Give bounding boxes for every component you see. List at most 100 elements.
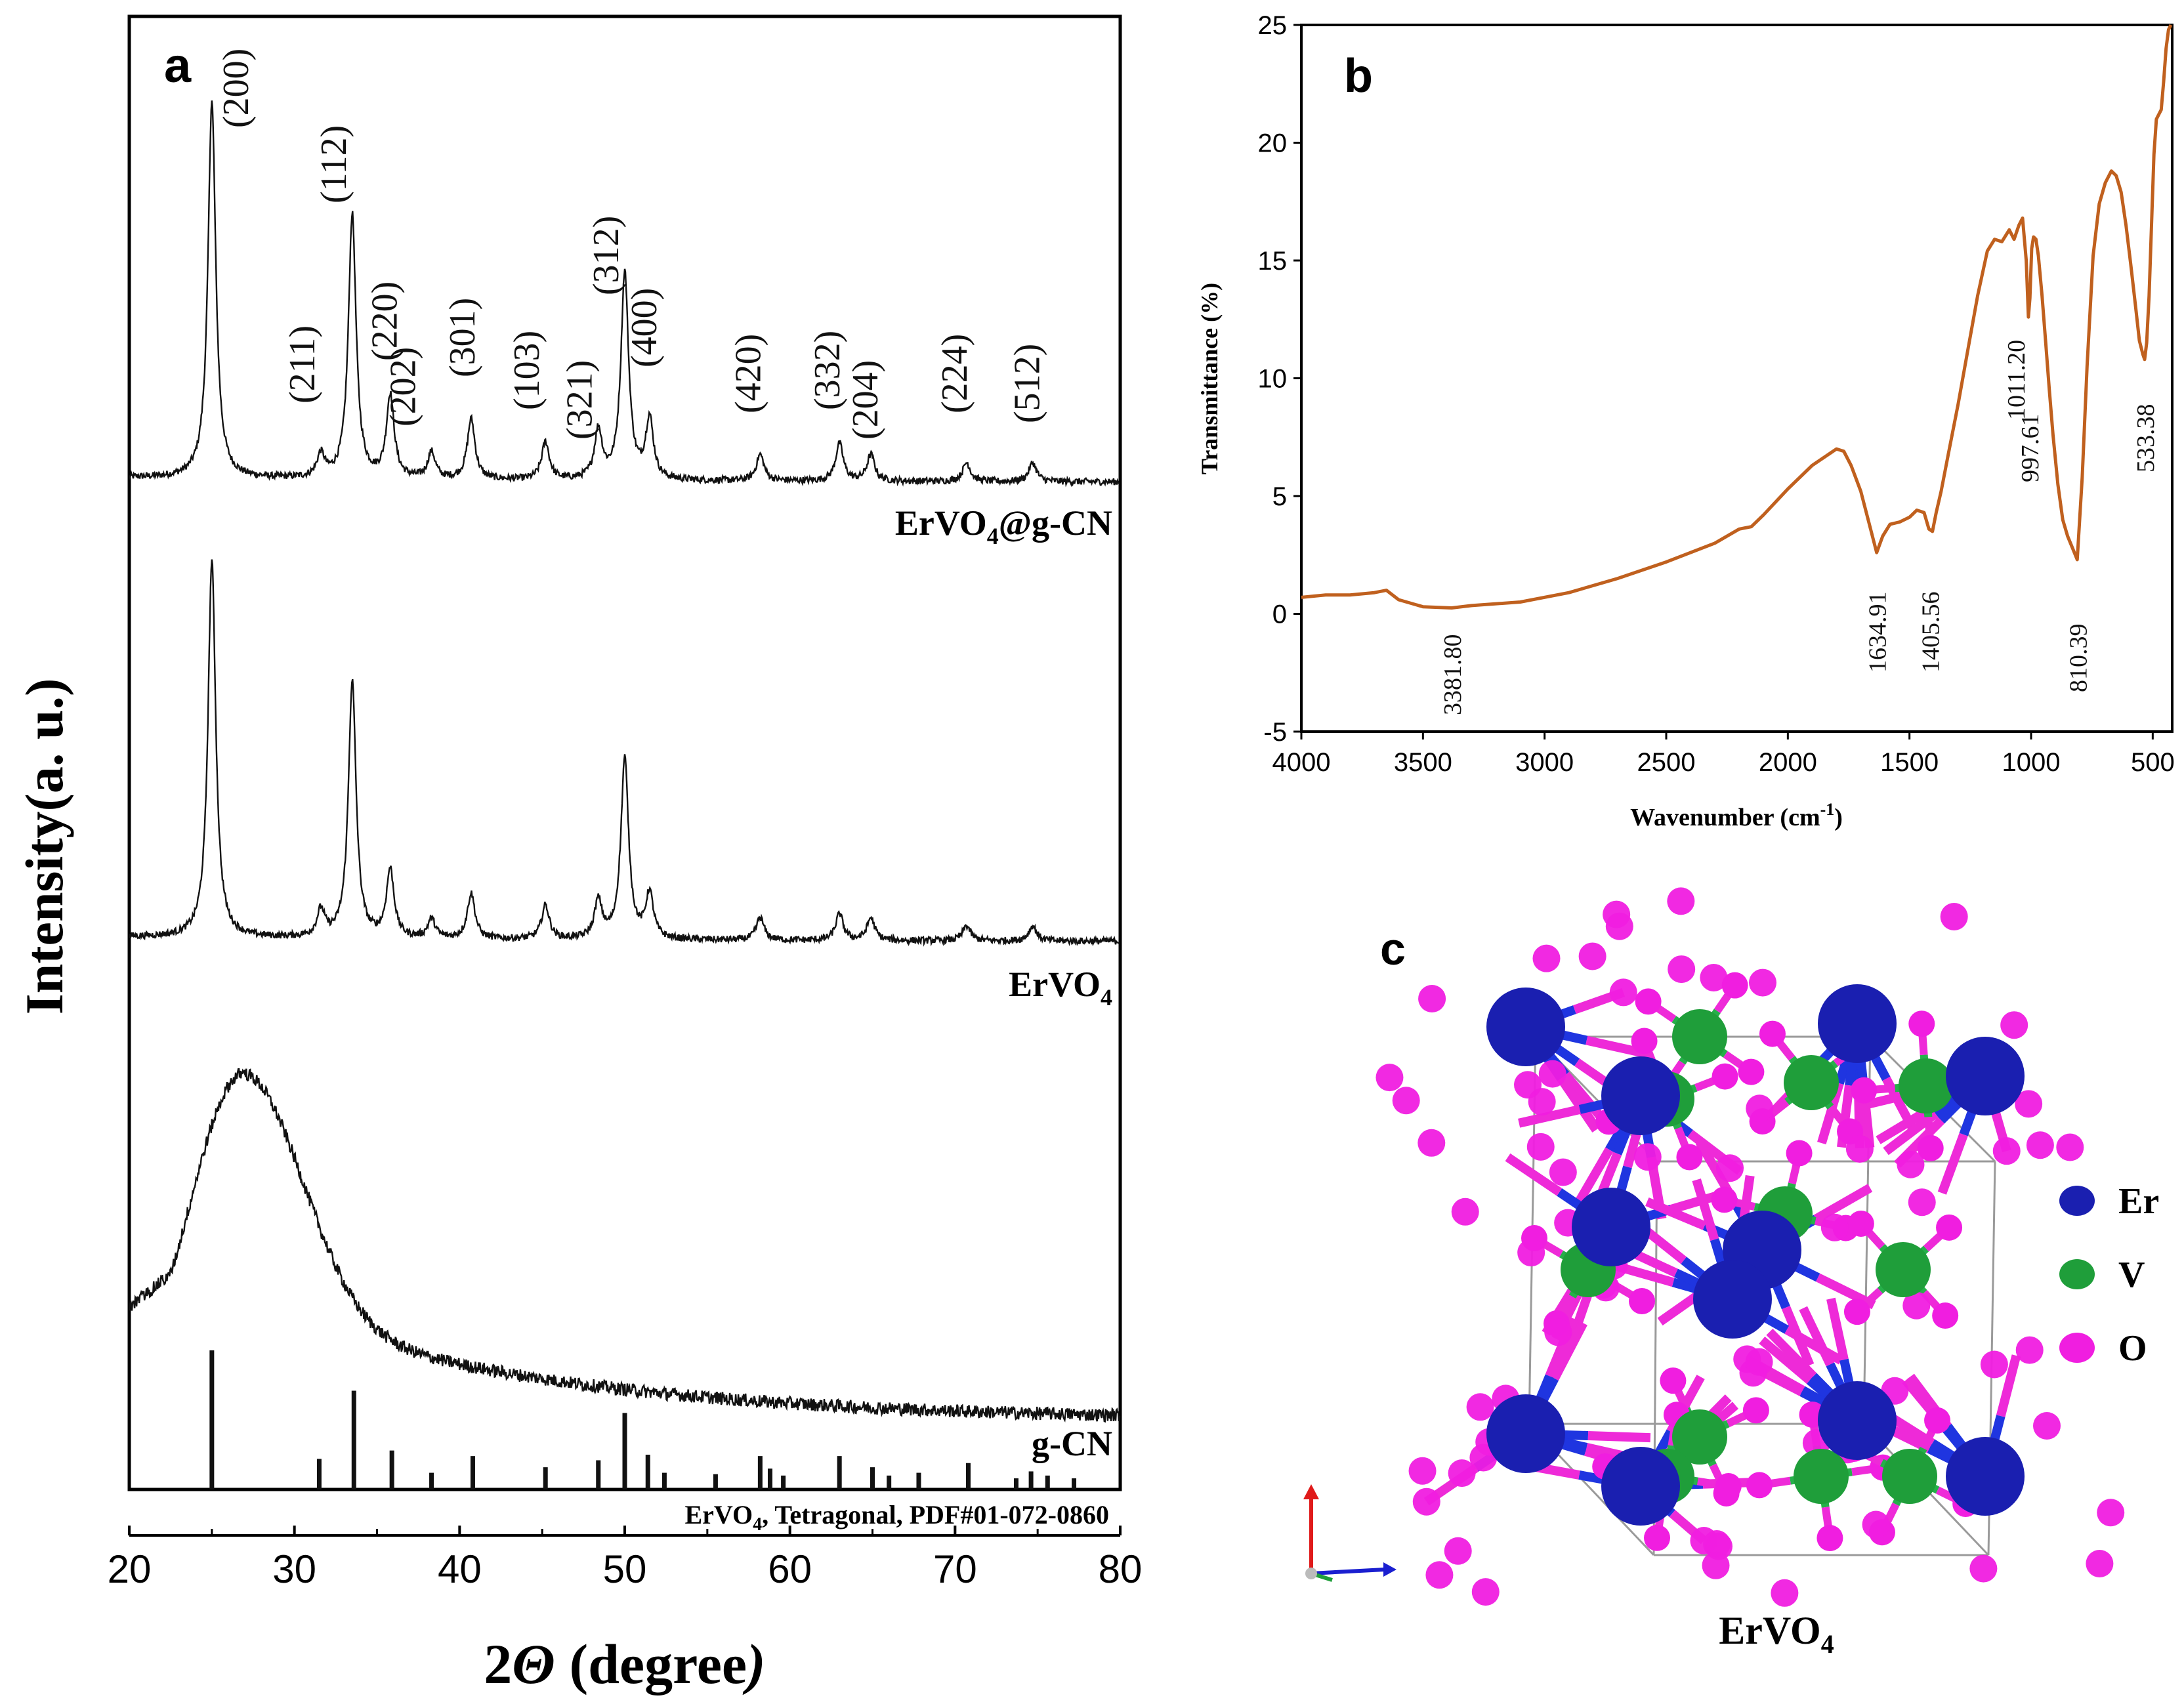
oxygen-atom bbox=[1408, 1457, 1437, 1485]
xrd-reference-pattern: ErVO4, Tetragonal, PDF#01-072-0860 bbox=[129, 1350, 1120, 1537]
oxygen-atom bbox=[1633, 1143, 1662, 1171]
panel-a-xrd: a (200) (211) (112) (220)(202) (301) (103) (32… bbox=[14, 14, 1142, 1696]
xrd-trace-2 bbox=[128, 559, 1120, 947]
oxygen-atom bbox=[1605, 912, 1633, 940]
xrd-reflection-301: (301) bbox=[442, 298, 483, 377]
ftir-xtick-label-2500: 2500 bbox=[1637, 748, 1696, 777]
er-o-bond-o-half bbox=[1574, 1147, 1614, 1206]
triad-origin bbox=[1305, 1568, 1317, 1579]
oxygen-atom bbox=[1514, 1071, 1542, 1099]
oxygen-atom bbox=[1969, 1554, 1998, 1583]
erbium-atom bbox=[1946, 1037, 2025, 1115]
erbium-atom bbox=[1572, 1188, 1650, 1266]
oxygen-atom bbox=[2015, 1090, 2043, 1118]
oxygen-atom bbox=[2015, 1336, 2044, 1364]
xrd-series-label-1: ErVO4@g-CN bbox=[895, 503, 1112, 549]
panel-a-label: a bbox=[164, 38, 192, 93]
crystal-caption-sub: 4 bbox=[1821, 1629, 1834, 1659]
oxygen-atom bbox=[1748, 968, 1776, 997]
ftir-transmittance-line bbox=[1301, 24, 2173, 610]
vanadium-atom bbox=[1899, 1058, 1954, 1113]
oxygen-atom bbox=[1526, 1133, 1555, 1161]
ftir-ytick-label-5: 5 bbox=[1272, 482, 1287, 511]
oxygen-atom bbox=[1851, 1077, 1878, 1104]
ftir-band-label-810.39: 810.39 bbox=[2065, 624, 2092, 693]
triad-z-arrowhead bbox=[1303, 1484, 1319, 1499]
er-o-bond-o-half bbox=[1645, 1197, 1707, 1230]
ftir-band-label-533.38: 533.38 bbox=[2132, 404, 2160, 473]
ftir-band-label-1634.91: 1634.91 bbox=[1864, 592, 1892, 673]
oxygen-atom bbox=[1932, 1302, 1959, 1329]
xrd-reflection-321: (321) bbox=[560, 360, 600, 440]
oxygen-atom bbox=[1992, 1137, 2021, 1165]
ftir-xtick-label-1500: 1500 bbox=[1880, 748, 1939, 777]
oxygen-atom bbox=[2000, 1011, 2028, 1039]
er-o-bond-o-half bbox=[1557, 1075, 1600, 1133]
oxygen-atom bbox=[1742, 1397, 1769, 1424]
legend-label-er: Er bbox=[2118, 1181, 2159, 1222]
vanadium-atom bbox=[1882, 1449, 1937, 1504]
oxygen-atom bbox=[1738, 1058, 1765, 1085]
oxygen-atom bbox=[1392, 1087, 1420, 1115]
vanadium-atom bbox=[1876, 1242, 1931, 1297]
oxygen-atom bbox=[1609, 978, 1637, 1007]
erbium-atom bbox=[1818, 1381, 1897, 1460]
reference-label: ErVO4, Tetragonal, PDF#01-072-0860 bbox=[684, 1500, 1109, 1535]
xrd-reflection-420: (420) bbox=[728, 334, 768, 413]
oxygen-atom bbox=[1466, 1393, 1494, 1421]
er-o-bond-o-half bbox=[1996, 1354, 2021, 1417]
oxygen-atom bbox=[1631, 1028, 1658, 1054]
ftir-xtick-label-1000: 1000 bbox=[2002, 748, 2061, 777]
legend-swatch-er bbox=[2059, 1186, 2095, 1216]
panel-b-ftir: b -5 0 5 10 15 20 25 4000 3500 3000 2500 2000 1500 10… bbox=[1196, 11, 2175, 831]
oxygen-atom bbox=[1771, 1579, 1799, 1607]
oxygen-atom bbox=[1715, 1472, 1742, 1499]
oxygen-atom bbox=[1418, 984, 1446, 1012]
ftir-trace bbox=[1301, 24, 2173, 610]
ftir-ytick-label--5: -5 bbox=[1263, 718, 1287, 747]
oxygen-atom bbox=[1746, 1472, 1773, 1499]
xrd-xlabel-theta: Θ bbox=[512, 1633, 555, 1696]
ftir-xlabel-sup: -1 bbox=[1820, 800, 1835, 819]
reference-label-rest: , Tetragonal, PDF#01-072-0860 bbox=[762, 1500, 1109, 1529]
vanadium-atom bbox=[1784, 1055, 1839, 1110]
ftir-band-label-1011.20: 1011.20 bbox=[2003, 340, 2030, 420]
er-o-bond-o-half bbox=[1876, 1104, 1935, 1144]
oxygen-atom bbox=[1644, 1524, 1671, 1551]
series-label-sub: 4 bbox=[987, 523, 999, 549]
oxygen-atom bbox=[1816, 1525, 1843, 1552]
oxygen-atom bbox=[1700, 963, 1728, 991]
xrd-x-axis-label: 2Θ (degree) bbox=[484, 1633, 765, 1696]
oxygen-atom bbox=[1924, 1407, 1951, 1434]
legend-label-v: V bbox=[2118, 1255, 2145, 1295]
xrd-series-label-2: ErVO4 bbox=[1009, 965, 1112, 1010]
oxygen-atom bbox=[1745, 1348, 1773, 1376]
oxygen-atom bbox=[1376, 1064, 1404, 1092]
erbium-atom bbox=[1601, 1447, 1680, 1526]
oxygen-atom bbox=[1721, 972, 1748, 999]
oxygen-atom bbox=[1629, 1287, 1656, 1314]
ftir-xtick-label-500: 500 bbox=[2131, 748, 2175, 777]
xrd-xtick-label-20: 20 bbox=[108, 1547, 152, 1591]
xrd-traces bbox=[128, 100, 1121, 1423]
ftir-xtick-label-3000: 3000 bbox=[1515, 748, 1574, 777]
er-o-bond-o-half bbox=[1784, 1325, 1843, 1365]
xrd-reflection-112: (112) bbox=[314, 125, 354, 203]
xrd-series-label-3: g-CN bbox=[1032, 1424, 1112, 1463]
er-o-bond-o-half bbox=[1766, 1328, 1817, 1380]
er-o-bond-o-half bbox=[1826, 1297, 1849, 1361]
oxygen-atom bbox=[1448, 1459, 1476, 1488]
panel-c-crystal-structure: c Er VO ErVO4 bbox=[1303, 887, 2159, 1659]
xrd-reflection-312: (312) bbox=[586, 216, 627, 295]
series-label-rest: @g-CN bbox=[999, 503, 1112, 543]
crystal-caption-main: ErVO bbox=[1719, 1609, 1820, 1652]
oxygen-atom bbox=[1936, 1214, 1963, 1241]
panel-b-label: b bbox=[1344, 50, 1373, 102]
oxygen-atom bbox=[1908, 1188, 1936, 1217]
erbium-atom bbox=[1693, 1260, 1772, 1339]
oxygen-atom bbox=[1544, 1318, 1572, 1346]
oxygen-atom bbox=[1668, 955, 1696, 984]
xrd-reflection-400: (400) bbox=[624, 288, 665, 367]
vanadium-atom bbox=[1672, 1009, 1727, 1064]
